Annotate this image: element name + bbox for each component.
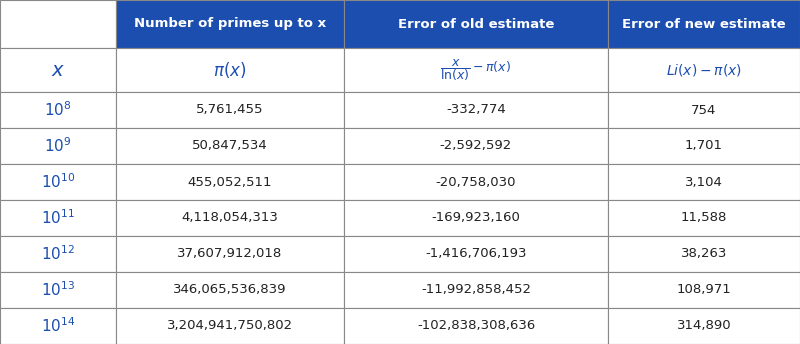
Bar <box>116 236 344 272</box>
Text: $10^{8}$: $10^{8}$ <box>44 101 72 119</box>
Text: Number of primes up to x: Number of primes up to x <box>134 18 326 31</box>
Text: 37,607,912,018: 37,607,912,018 <box>178 247 282 260</box>
Bar <box>344 0 608 48</box>
Bar <box>608 92 800 128</box>
Bar <box>0 164 116 200</box>
Bar <box>608 128 800 164</box>
Bar <box>344 48 608 92</box>
Text: $\pi(x)$: $\pi(x)$ <box>214 60 246 80</box>
Text: -20,758,030: -20,758,030 <box>436 175 516 189</box>
Bar <box>0 272 116 308</box>
Bar <box>116 200 344 236</box>
Text: 455,052,511: 455,052,511 <box>188 175 272 189</box>
Text: -169,923,160: -169,923,160 <box>431 212 521 225</box>
Bar <box>116 128 344 164</box>
Text: $10^{13}$: $10^{13}$ <box>41 281 75 299</box>
Text: -11,992,858,452: -11,992,858,452 <box>421 283 531 297</box>
Text: 754: 754 <box>691 104 717 117</box>
Text: 4,118,054,313: 4,118,054,313 <box>182 212 278 225</box>
Text: 346,065,536,839: 346,065,536,839 <box>174 283 286 297</box>
Text: 11,588: 11,588 <box>681 212 727 225</box>
Text: $10^{9}$: $10^{9}$ <box>44 137 72 155</box>
Bar <box>0 128 116 164</box>
Text: 314,890: 314,890 <box>677 320 731 333</box>
Bar <box>0 200 116 236</box>
Bar <box>116 0 344 48</box>
Bar <box>116 92 344 128</box>
Bar <box>608 236 800 272</box>
Bar <box>608 48 800 92</box>
Text: $Li(x) - \pi(x)$: $Li(x) - \pi(x)$ <box>666 62 742 78</box>
Bar <box>0 308 116 344</box>
Text: Error of old estimate: Error of old estimate <box>398 18 554 31</box>
Bar <box>344 164 608 200</box>
Text: Error of new estimate: Error of new estimate <box>622 18 786 31</box>
Bar <box>608 272 800 308</box>
Text: -1,416,706,193: -1,416,706,193 <box>426 247 526 260</box>
Text: -2,592,592: -2,592,592 <box>440 140 512 152</box>
Bar <box>0 0 116 48</box>
Text: $\mathit{x}$: $\mathit{x}$ <box>51 61 65 79</box>
Bar <box>0 236 116 272</box>
Text: $10^{14}$: $10^{14}$ <box>41 316 75 335</box>
Text: $10^{11}$: $10^{11}$ <box>41 209 75 227</box>
Bar <box>608 200 800 236</box>
Bar <box>344 308 608 344</box>
Bar <box>344 236 608 272</box>
Text: 5,761,455: 5,761,455 <box>196 104 264 117</box>
Text: $10^{12}$: $10^{12}$ <box>41 245 75 264</box>
Bar <box>116 272 344 308</box>
Bar <box>344 92 608 128</box>
Bar <box>344 200 608 236</box>
Bar <box>0 48 116 92</box>
Text: 1,701: 1,701 <box>685 140 723 152</box>
Bar <box>344 272 608 308</box>
Bar <box>0 92 116 128</box>
Text: $\dfrac{x}{\ln(x)} - \pi(x)$: $\dfrac{x}{\ln(x)} - \pi(x)$ <box>441 57 511 83</box>
Text: -102,838,308,636: -102,838,308,636 <box>417 320 535 333</box>
Bar <box>116 48 344 92</box>
Text: 3,104: 3,104 <box>685 175 723 189</box>
Text: 38,263: 38,263 <box>681 247 727 260</box>
Bar <box>116 308 344 344</box>
Bar <box>344 128 608 164</box>
Bar <box>116 164 344 200</box>
Text: 50,847,534: 50,847,534 <box>192 140 268 152</box>
Bar <box>608 0 800 48</box>
Bar <box>608 164 800 200</box>
Bar <box>608 308 800 344</box>
Text: $10^{10}$: $10^{10}$ <box>41 173 75 191</box>
Text: 108,971: 108,971 <box>677 283 731 297</box>
Text: -332,774: -332,774 <box>446 104 506 117</box>
Text: 3,204,941,750,802: 3,204,941,750,802 <box>167 320 293 333</box>
